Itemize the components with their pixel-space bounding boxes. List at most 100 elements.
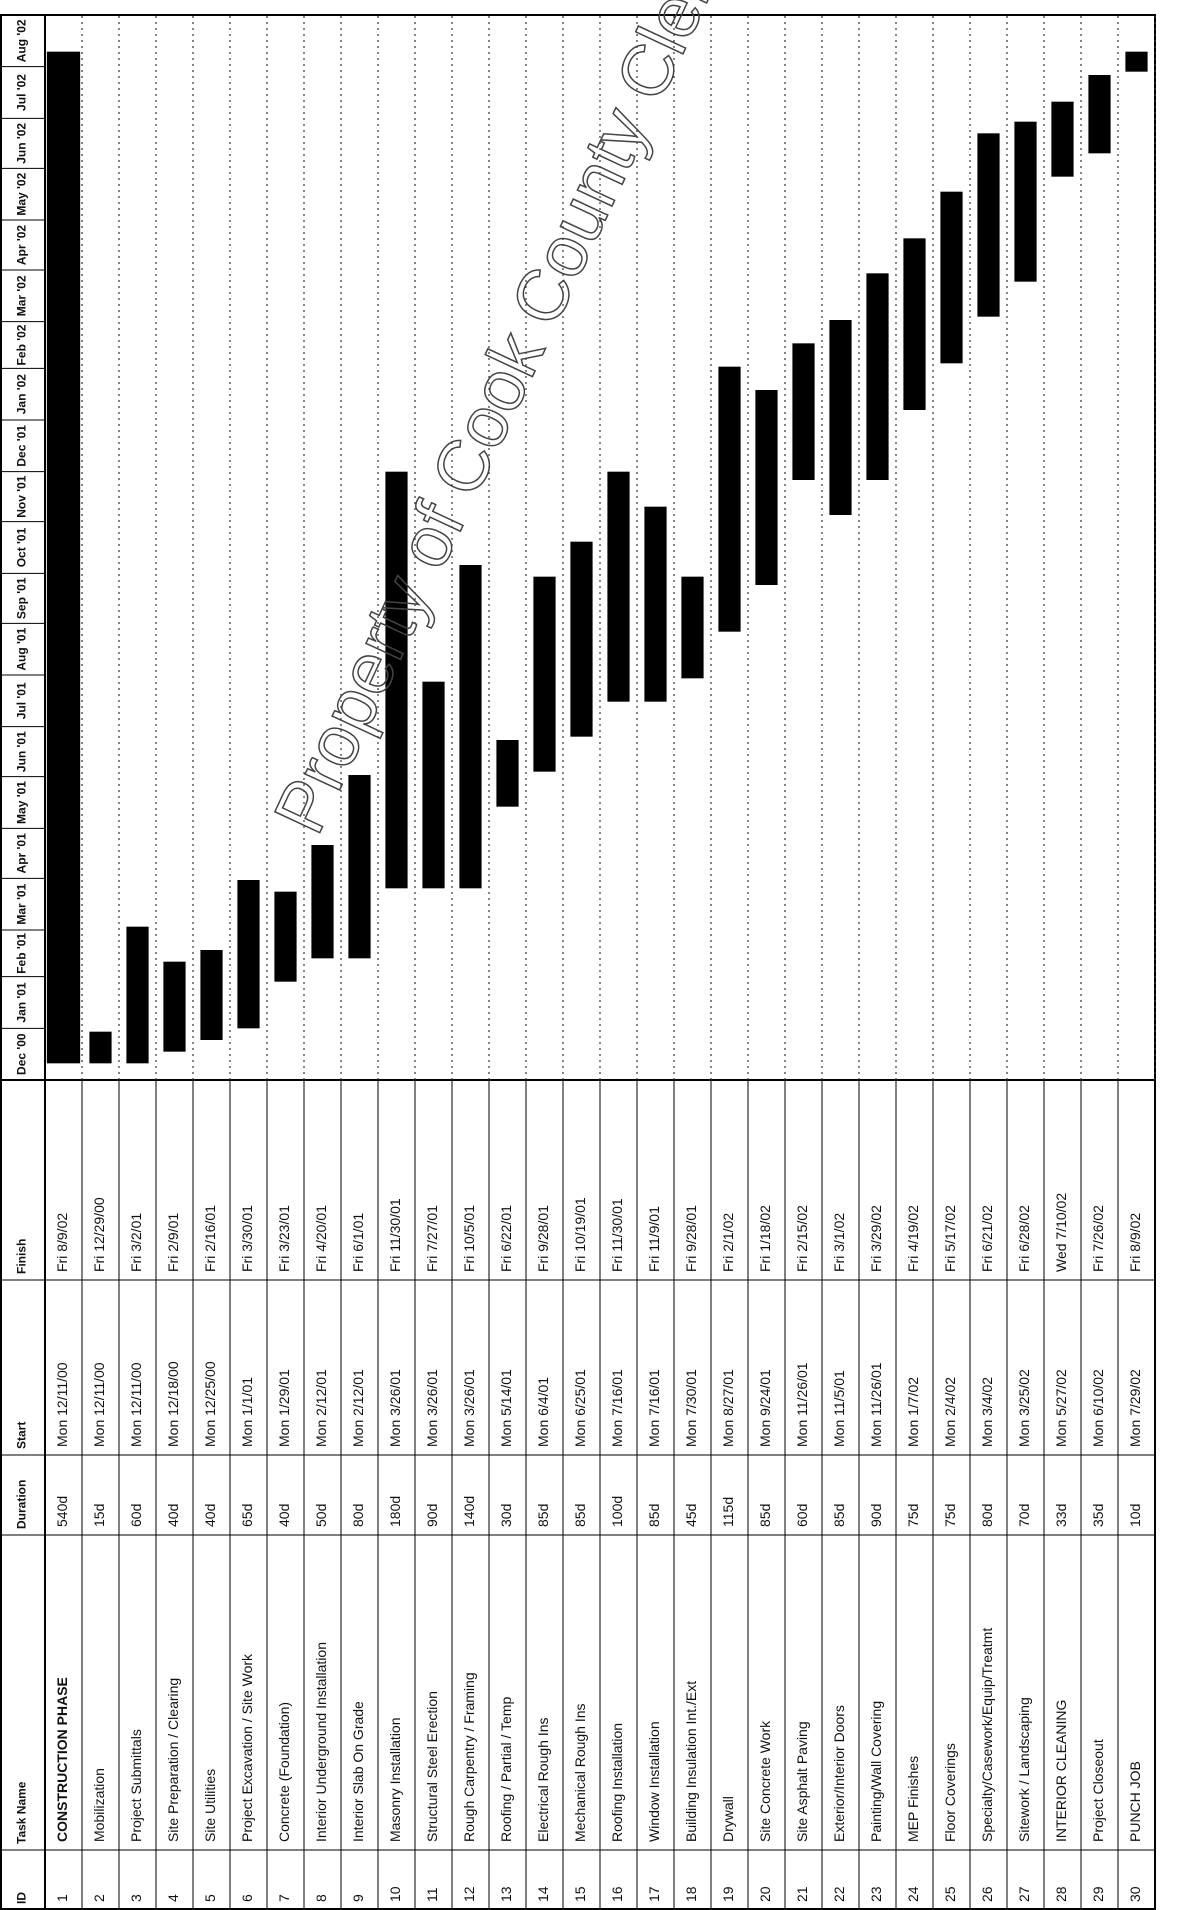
- task-id: 4: [165, 1894, 181, 1902]
- task-id: 26: [979, 1886, 995, 1902]
- month-label: Jun '01: [15, 731, 29, 772]
- task-bar: [200, 950, 223, 1040]
- task-name: Building Insulation Int./Ext: [683, 1681, 699, 1842]
- task-bar: [1125, 51, 1148, 72]
- task-duration: 15d: [91, 1504, 107, 1527]
- task-bar: [348, 774, 371, 959]
- task-id: 24: [905, 1886, 921, 1902]
- task-name: PUNCH JOB: [1127, 1761, 1143, 1842]
- task-bar: [866, 273, 889, 480]
- task-start: Mon 12/11/00: [128, 1362, 144, 1447]
- task-name: Concrete (Foundation): [276, 1702, 292, 1842]
- task-id: 12: [461, 1886, 477, 1902]
- task-duration: 75d: [942, 1504, 958, 1527]
- task-duration: 60d: [794, 1504, 810, 1527]
- task-duration: 85d: [831, 1504, 847, 1527]
- task-id: 6: [239, 1894, 255, 1902]
- month-label: Aug '01: [15, 627, 29, 670]
- task-name: INTERIOR CLEANING: [1053, 1700, 1069, 1842]
- task-id: 9: [350, 1894, 366, 1902]
- task-finish: Fri 5/17/02: [942, 1205, 958, 1272]
- task-id: 11: [424, 1887, 440, 1902]
- month-label: Mar '01: [15, 883, 29, 924]
- task-start: Mon 2/12/01: [313, 1369, 329, 1447]
- task-start: Mon 7/16/01: [609, 1369, 625, 1447]
- task-finish: Wed 7/10/02: [1053, 1193, 1069, 1272]
- task-finish: Fri 1/18/02: [757, 1205, 773, 1272]
- task-name: Roofing / Partial / Temp: [498, 1697, 514, 1842]
- task-duration: 180d: [387, 1496, 403, 1527]
- month-label: Jan '02: [15, 374, 29, 415]
- month-label: Feb '02: [15, 324, 29, 365]
- task-bar: [311, 844, 334, 959]
- task-bar: [459, 564, 482, 889]
- task-finish: Fri 6/21/02: [979, 1205, 995, 1272]
- task-id: 25: [942, 1886, 958, 1902]
- task-finish: Fri 2/1/02: [720, 1213, 736, 1272]
- task-duration: 50d: [313, 1504, 329, 1527]
- task-bar: [644, 506, 667, 702]
- task-id: 28: [1053, 1886, 1069, 1902]
- task-duration: 85d: [572, 1504, 588, 1527]
- task-start: Mon 3/4/02: [979, 1377, 995, 1447]
- task-duration: 40d: [202, 1504, 218, 1527]
- task-bar: [126, 926, 149, 1064]
- task-name: Interior Slab On Grade: [350, 1701, 366, 1842]
- task-start: Mon 1/7/02: [905, 1377, 921, 1447]
- column-header: Finish: [15, 1239, 29, 1274]
- task-start: Mon 7/29/02: [1127, 1369, 1143, 1447]
- task-start: Mon 12/18/00: [165, 1361, 181, 1447]
- task-name: Site Asphalt Paving: [794, 1721, 810, 1842]
- task-bar: [977, 133, 1000, 317]
- task-duration: 33d: [1053, 1504, 1069, 1527]
- task-id: 13: [498, 1886, 514, 1902]
- task-id: 1: [54, 1894, 70, 1902]
- task-duration: 80d: [350, 1504, 366, 1527]
- task-duration: 60d: [128, 1504, 144, 1527]
- task-id: 20: [757, 1886, 773, 1902]
- task-id: 21: [794, 1886, 810, 1902]
- task-id: 7: [276, 1894, 292, 1902]
- task-id: 8: [313, 1894, 329, 1902]
- task-bar: [237, 879, 260, 1029]
- task-duration: 80d: [979, 1504, 995, 1527]
- task-id: 22: [831, 1886, 847, 1902]
- task-duration: 10d: [1127, 1504, 1143, 1527]
- task-duration: 45d: [683, 1504, 699, 1527]
- task-bar: [903, 238, 926, 410]
- task-start: Mon 5/27/02: [1053, 1369, 1069, 1447]
- task-start: Mon 12/11/00: [91, 1362, 107, 1447]
- task-finish: Fri 10/19/01: [572, 1197, 588, 1272]
- task-finish: Fri 3/1/02: [831, 1213, 847, 1272]
- task-name: Project Submittals: [128, 1729, 144, 1842]
- task-bar: [1088, 75, 1111, 154]
- task-name: Site Concrete Work: [757, 1720, 773, 1842]
- task-id: 14: [535, 1886, 551, 1902]
- task-finish: Fri 9/28/01: [535, 1205, 551, 1272]
- task-start: Mon 3/26/01: [424, 1369, 440, 1447]
- task-start: Mon 8/27/01: [720, 1369, 736, 1447]
- month-label: Sep '01: [15, 577, 29, 619]
- task-bar: [681, 576, 704, 679]
- task-bar: [496, 739, 519, 807]
- task-id: 10: [387, 1886, 403, 1902]
- task-start: Mon 11/26/01: [794, 1362, 810, 1447]
- task-name: MEP Finishes: [905, 1756, 921, 1842]
- task-finish: Fri 4/19/02: [905, 1205, 921, 1272]
- month-label: Apr '02: [15, 225, 29, 266]
- task-name: Masonry Installation: [387, 1717, 403, 1842]
- task-id: 16: [609, 1886, 625, 1902]
- task-bar: [89, 1031, 112, 1064]
- task-bar: [422, 681, 445, 889]
- month-label: Mar '02: [15, 275, 29, 316]
- task-name: Interior Underground Installation: [313, 1642, 329, 1842]
- task-duration: 540d: [54, 1496, 70, 1527]
- month-label: Dec '00: [15, 1033, 29, 1075]
- task-name: Roofing Installation: [609, 1723, 625, 1842]
- task-finish: Fri 2/16/01: [202, 1205, 218, 1272]
- task-duration: 90d: [868, 1504, 884, 1527]
- task-finish: Fri 7/26/02: [1090, 1205, 1106, 1272]
- month-label: Oct '01: [15, 527, 29, 567]
- task-name: Site Utilities: [202, 1769, 218, 1842]
